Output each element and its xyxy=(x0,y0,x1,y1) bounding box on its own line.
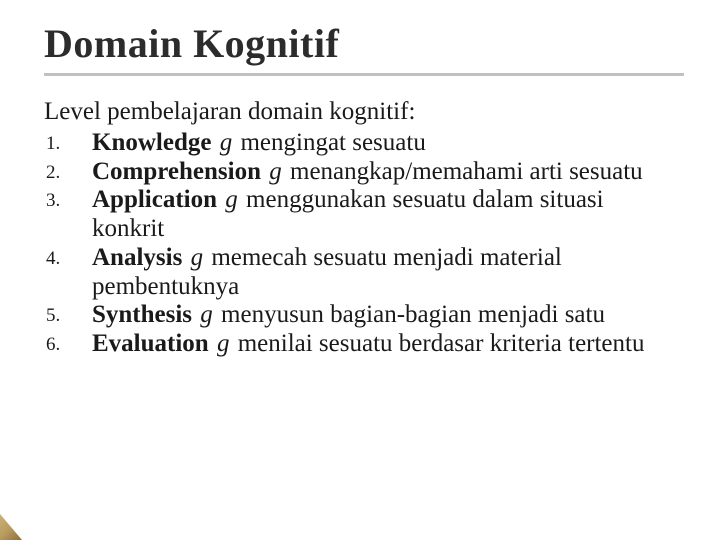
title-underline xyxy=(44,73,684,76)
slide-title: Domain Kognitif xyxy=(44,20,682,67)
list-item: Comprehension g menangkap/memahami arti … xyxy=(92,158,682,187)
arrow-icon: g xyxy=(267,158,284,187)
arrow-icon: g xyxy=(215,330,232,359)
list-item: Knowledge g mengingat sesuatu xyxy=(92,129,682,158)
term: Analysis xyxy=(92,244,182,271)
term: Application xyxy=(92,186,217,213)
description: menilai sesuatu berdasar kriteria terten… xyxy=(238,330,645,357)
term: Comprehension xyxy=(92,158,261,185)
list-item: Analysis g memecah sesuatu menjadi mater… xyxy=(92,244,682,302)
intro-text: Level pembelajaran domain kognitif: xyxy=(44,98,682,127)
description: mengingat sesuatu xyxy=(240,129,425,156)
corner-accent-icon xyxy=(0,514,22,540)
levels-list: Knowledge g mengingat sesuatu Comprehens… xyxy=(44,129,682,359)
arrow-icon: g xyxy=(189,244,206,273)
arrow-icon: g xyxy=(223,186,240,215)
term: Knowledge xyxy=(92,129,211,156)
arrow-icon: g xyxy=(198,301,215,330)
arrow-icon: g xyxy=(218,129,235,158)
list-item: Evaluation g menilai sesuatu berdasar kr… xyxy=(92,330,682,359)
description: menyusun bagian-bagian menjadi satu xyxy=(221,301,605,328)
term: Synthesis xyxy=(92,301,192,328)
term: Evaluation xyxy=(92,330,209,357)
list-item: Synthesis g menyusun bagian-bagian menja… xyxy=(92,301,682,330)
description: menangkap/memahami arti sesuatu xyxy=(290,158,643,185)
list-item: Application g menggunakan sesuatu dalam … xyxy=(92,186,682,244)
slide: Domain Kognitif Level pembelajaran domai… xyxy=(0,0,720,540)
